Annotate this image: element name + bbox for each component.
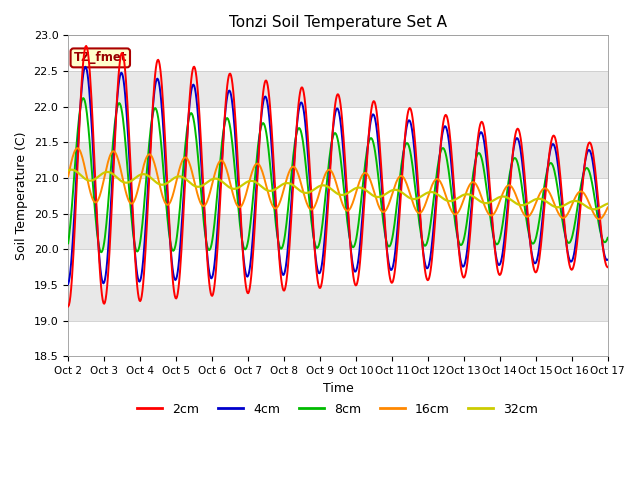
Legend: 2cm, 4cm, 8cm, 16cm, 32cm: 2cm, 4cm, 8cm, 16cm, 32cm	[132, 398, 543, 420]
Bar	[68, 143, 608, 178]
Bar	[68, 285, 608, 321]
Title: Tonzi Soil Temperature Set A: Tonzi Soil Temperature Set A	[229, 15, 447, 30]
X-axis label: Time: Time	[323, 382, 353, 395]
Bar	[68, 36, 608, 71]
Text: TZ_fmet: TZ_fmet	[74, 51, 127, 64]
Bar	[68, 107, 608, 143]
Bar	[68, 321, 608, 356]
Bar	[68, 71, 608, 107]
Bar	[68, 249, 608, 285]
Y-axis label: Soil Temperature (C): Soil Temperature (C)	[15, 132, 28, 260]
Bar	[68, 178, 608, 214]
Bar	[68, 214, 608, 249]
